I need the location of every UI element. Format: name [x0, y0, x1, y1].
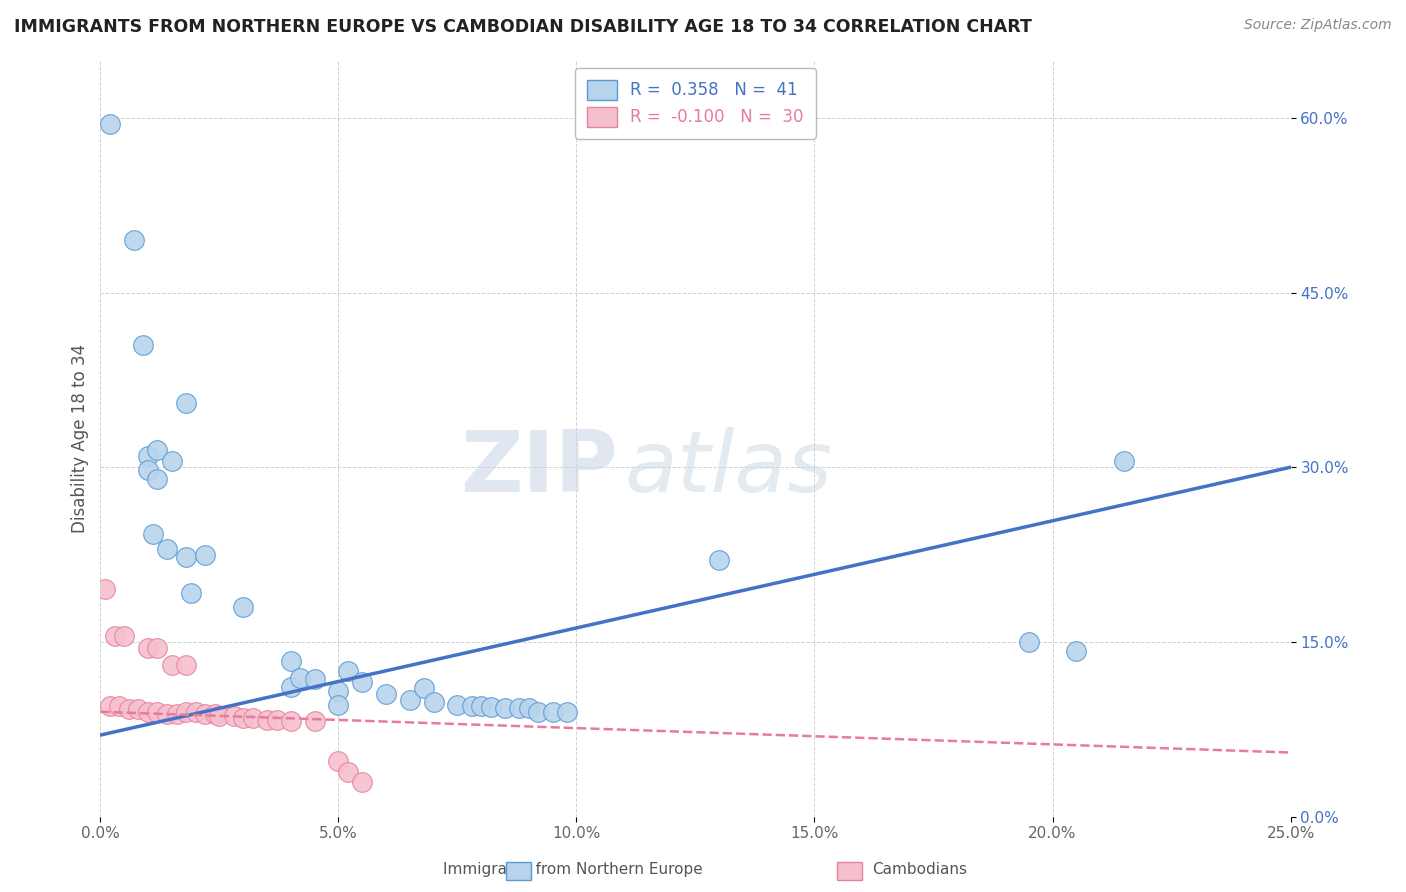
Point — [156, 541, 179, 556]
Point — [174, 396, 197, 410]
Point — [104, 629, 127, 643]
Point — [127, 702, 149, 716]
Point — [352, 674, 374, 689]
Point — [204, 707, 226, 722]
Point — [1018, 635, 1040, 649]
Point — [146, 705, 169, 719]
Point — [166, 707, 188, 722]
Point — [136, 705, 159, 719]
Legend: R =  0.358   N =  41, R =  -0.100   N =  30: R = 0.358 N = 41, R = -0.100 N = 30 — [575, 68, 815, 138]
Text: atlas: atlas — [624, 427, 832, 510]
Point — [232, 710, 254, 724]
Point — [174, 705, 197, 719]
Text: Source: ZipAtlas.com: Source: ZipAtlas.com — [1244, 18, 1392, 32]
Point — [160, 454, 183, 468]
Point — [280, 681, 302, 695]
Point — [208, 709, 231, 723]
Point — [541, 705, 564, 719]
Point — [94, 582, 117, 597]
Point — [352, 774, 374, 789]
Point — [194, 707, 217, 722]
Point — [242, 710, 264, 724]
Point — [304, 714, 326, 728]
Point — [328, 754, 350, 768]
Point — [142, 526, 165, 541]
Point — [194, 548, 217, 562]
Point — [156, 707, 179, 722]
Text: Cambodians: Cambodians — [872, 863, 967, 877]
Point — [146, 472, 169, 486]
Point — [108, 698, 131, 713]
Point — [136, 462, 159, 476]
Point — [160, 658, 183, 673]
Point — [1112, 454, 1135, 468]
Point — [180, 586, 202, 600]
Point — [132, 338, 155, 352]
Point — [136, 640, 159, 655]
Point — [304, 672, 326, 686]
Point — [146, 640, 169, 655]
Y-axis label: Disability Age 18 to 34: Disability Age 18 to 34 — [72, 343, 89, 533]
Point — [174, 658, 197, 673]
Point — [709, 553, 731, 567]
Point — [98, 117, 121, 131]
Point — [174, 549, 197, 564]
Point — [232, 599, 254, 614]
Point — [460, 698, 482, 713]
Point — [290, 671, 312, 685]
Point — [184, 705, 207, 719]
Point — [118, 702, 141, 716]
Point — [336, 765, 359, 780]
Point — [479, 700, 502, 714]
Point — [555, 705, 578, 719]
Point — [328, 698, 350, 712]
Point — [517, 701, 540, 715]
Point — [280, 714, 302, 728]
Point — [336, 664, 359, 678]
Point — [375, 687, 398, 701]
Text: ZIP: ZIP — [460, 427, 619, 510]
Point — [398, 693, 420, 707]
Point — [1066, 644, 1088, 658]
Point — [98, 698, 121, 713]
Point — [222, 709, 245, 723]
Point — [256, 713, 278, 727]
Text: Immigrants from Northern Europe: Immigrants from Northern Europe — [443, 863, 703, 877]
Point — [494, 701, 516, 715]
Point — [422, 696, 444, 710]
Point — [112, 629, 135, 643]
Point — [280, 654, 302, 668]
Point — [146, 442, 169, 457]
Point — [413, 681, 436, 696]
Point — [508, 701, 530, 715]
Point — [328, 683, 350, 698]
Point — [122, 233, 145, 247]
Point — [446, 698, 468, 712]
Point — [470, 698, 492, 713]
Text: IMMIGRANTS FROM NORTHERN EUROPE VS CAMBODIAN DISABILITY AGE 18 TO 34 CORRELATION: IMMIGRANTS FROM NORTHERN EUROPE VS CAMBO… — [14, 18, 1032, 36]
Point — [266, 713, 288, 727]
Point — [527, 705, 550, 719]
Point — [136, 449, 159, 463]
